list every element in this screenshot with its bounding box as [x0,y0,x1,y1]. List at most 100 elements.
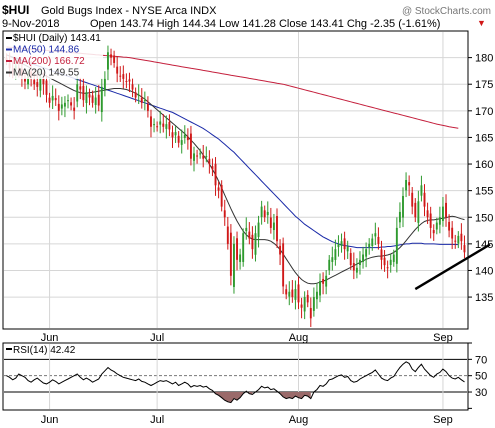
candle-body [254,233,257,255]
candle-body [380,249,383,260]
candle-body [365,249,368,257]
legend-item: MA(200) 166.72 [13,56,85,67]
price-y-tick-label: 135 [475,292,493,304]
candle-body [386,267,389,269]
price-y-tick-label: 140 [475,265,493,277]
candle-body [411,192,414,207]
candle-body [398,211,401,223]
support-trendline [414,243,491,291]
candle-body [414,202,417,218]
price-y-axis: 135 140 145 150 155 160 165 170 175 180 [468,53,493,304]
candle-body [423,192,426,207]
candle-body [359,259,361,266]
candle-body [334,249,337,260]
candle-body [405,180,408,191]
ma50-line [6,54,459,249]
candle-body [402,195,404,218]
price-x-tick-label: Jun [41,332,59,344]
candle-body [91,95,94,103]
candle-body [131,84,134,90]
candle-body [143,100,146,102]
candle-body [263,210,266,218]
candle-body [303,297,306,312]
price-y-tick-label: 145 [475,239,493,251]
candle-body [100,86,103,113]
rsi-x-tick-label: Sep [433,414,453,426]
candle-body [377,236,380,244]
candle-body [186,136,189,141]
price-x-tick-label: Sep [433,332,453,344]
candle-body [276,216,278,242]
candle-body [408,182,411,186]
price-y-tick-label: 150 [475,212,493,224]
candle-body [315,291,318,300]
rsi-line [6,361,465,404]
candle-body [429,213,432,228]
candle-body [392,254,395,262]
price-y-tick-label: 155 [475,186,493,198]
candle-body [279,245,282,255]
candle-body [168,121,171,130]
candle-body [79,86,82,90]
down-arrow-icon: ▼ [477,18,486,28]
candle-body [208,158,211,165]
candle-body [171,132,174,138]
candle-body [368,243,371,248]
candle-body [36,82,39,87]
price-y-tick-label: 170 [475,106,493,118]
candle-body [220,185,223,207]
candle-body [202,155,205,159]
price-y-tick-label: 160 [475,159,493,171]
candle-body [288,291,291,297]
rsi-y-tick-label: 70 [475,354,487,366]
rsi-x-tick-label: Jul [150,414,164,426]
rsi-panel: 30 50 70 RSI(14) 42.42 [2,342,487,411]
candle-body [140,97,143,103]
candle-body [432,230,435,234]
quote-date: 9-Nov-2018 [2,18,59,30]
candle-body [33,80,36,85]
candle-body [355,267,358,273]
candle-body [24,78,26,82]
candle-body [97,94,100,106]
candle-body [441,206,444,221]
candle-body [128,79,131,82]
rsi-oversold-area [215,392,244,403]
candle-body [266,211,269,216]
candle-body [67,100,69,102]
candle-body [94,97,97,105]
rsi-oversold-area [280,392,311,399]
candle-body [146,103,149,111]
candle-body [211,166,214,170]
candle-body [448,221,451,231]
rsi-x-tick-label: Jun [41,414,59,426]
candle-body [122,74,125,79]
candle-body [174,132,177,136]
watermark: @ StockCharts.com [402,6,491,17]
candle-body [39,76,42,91]
candle-body [242,233,245,262]
candle-body [70,102,73,106]
price-y-tick-label: 175 [475,79,493,91]
rsi-legend-item: RSI(14) 42.42 [13,345,76,356]
candle-body [420,185,423,196]
candle-body [45,80,48,95]
legend-item: $HUI (Daily) 143.41 [13,33,101,44]
candle-body [285,289,288,295]
candle-body [395,227,398,264]
candle-body [463,245,466,253]
candle-body [309,307,312,319]
candle-body [300,304,303,308]
candle-body [451,227,454,239]
rsi-path [6,361,465,404]
candle-body [125,81,128,83]
candle-body [73,107,76,111]
candle-body [229,232,232,276]
quote-summary: Open 143.74 High 144.34 Low 141.28 Close… [90,18,440,30]
candle-body [325,275,328,287]
candle-body [306,294,309,303]
candle-body [445,202,447,218]
legend-item: MA(50) 144.86 [13,45,80,56]
candle-body [257,222,260,237]
